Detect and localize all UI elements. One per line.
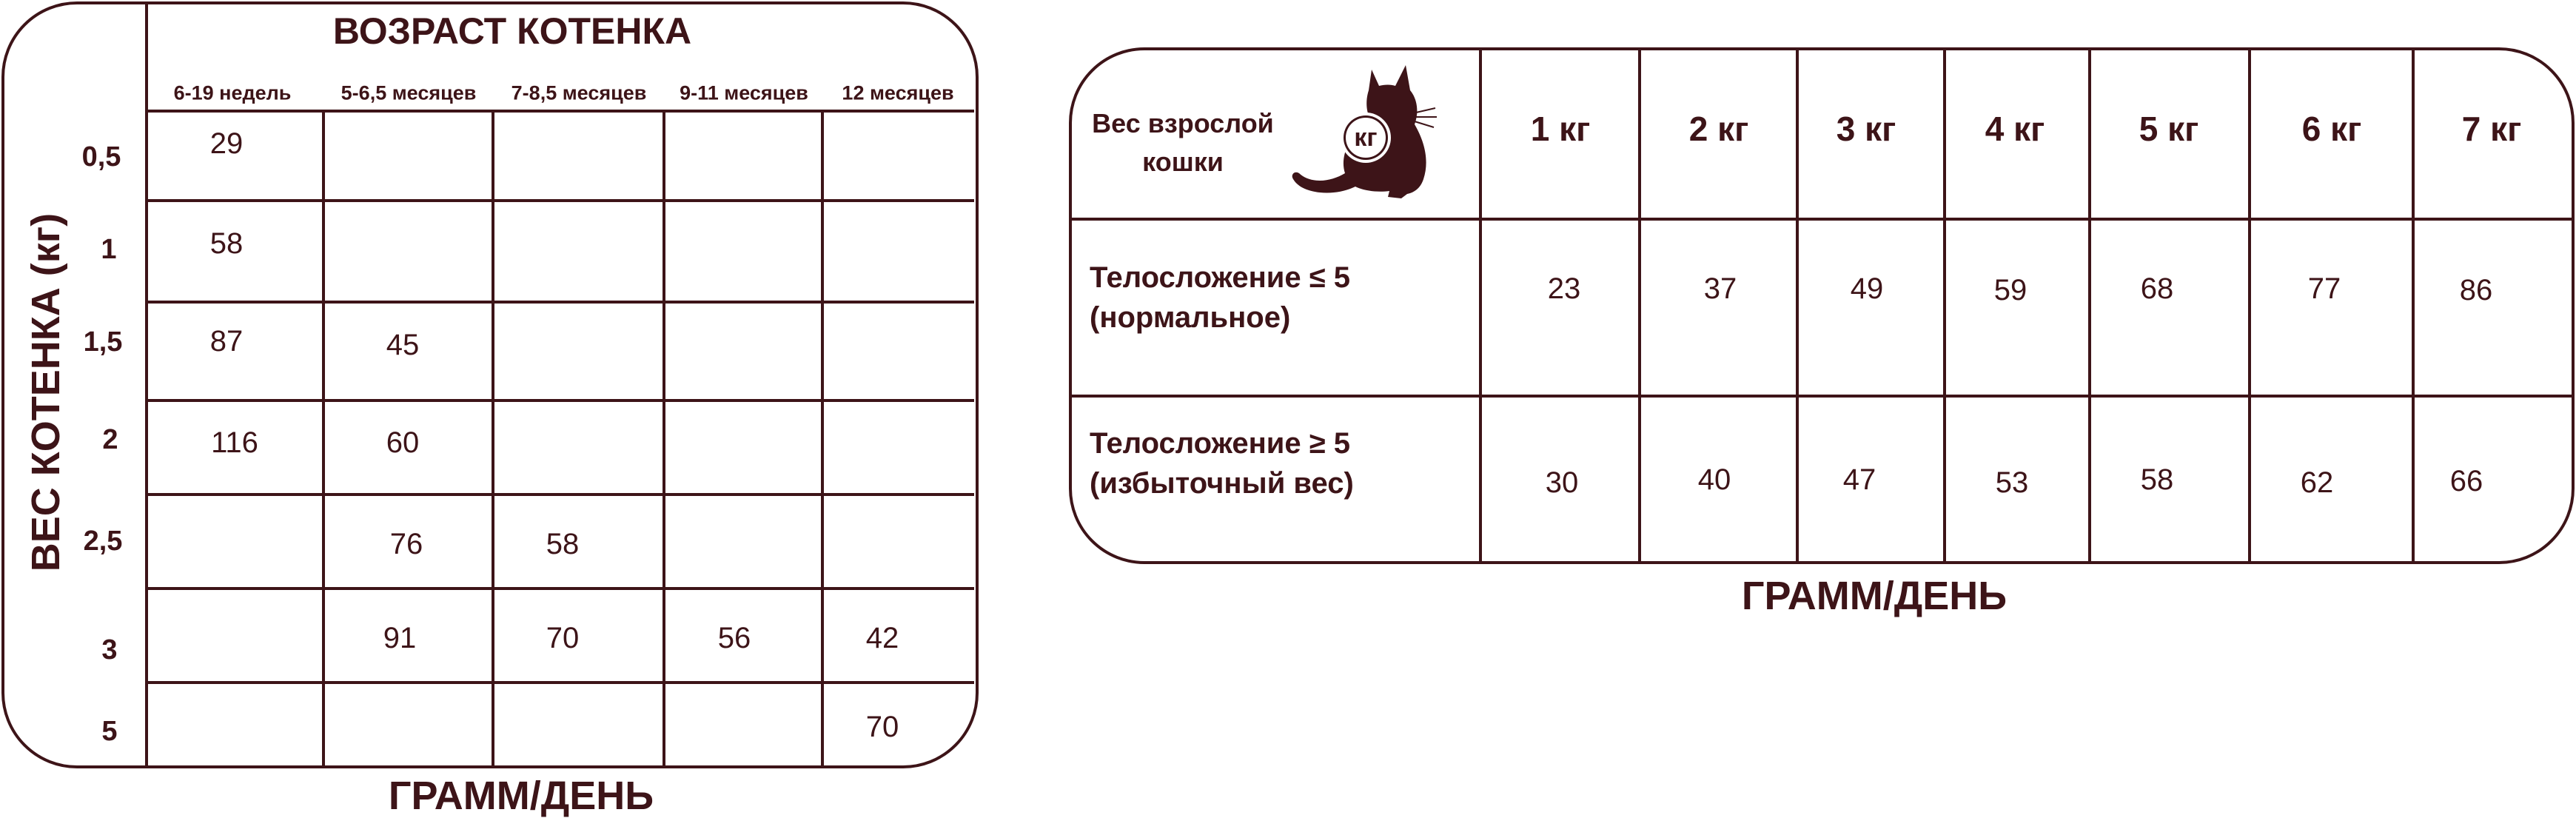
kitten-cell: 45 xyxy=(386,329,420,361)
kitten-row-weight: 2,5 xyxy=(83,526,123,557)
kitten-table-footer: ГРАММ/ДЕНЬ xyxy=(388,774,654,818)
adult-col-header: 1 кг xyxy=(1530,110,1591,148)
kitten-row-weight: 1,5 xyxy=(83,326,123,358)
kitten-cell: 70 xyxy=(546,622,580,654)
adult-col-header: 7 кг xyxy=(2461,110,2522,148)
adult-table-footer: ГРАММ/ДЕНЬ xyxy=(1741,574,2008,618)
kitten-cell: 58 xyxy=(209,227,244,260)
kitten-table-border xyxy=(1,1,979,768)
adult-cell: 62 xyxy=(2300,466,2334,499)
adult-col-header: 3 кг xyxy=(1836,110,1896,148)
kitten-table-title: ВОЗРАСТ КОТЕНКА xyxy=(332,10,692,52)
adult-cell: 59 xyxy=(1993,274,2027,306)
kitten-cell: 58 xyxy=(546,528,580,560)
kitten-col-header: 7-8,5 месяцев xyxy=(511,81,647,104)
adult-cell: 49 xyxy=(1850,272,1884,305)
adult-table-border xyxy=(1069,47,2575,564)
kitten-cell: 116 xyxy=(211,426,258,459)
adult-cell: 77 xyxy=(2307,272,2341,305)
adult-cell: 30 xyxy=(1545,466,1579,499)
kitten-cell: 87 xyxy=(209,325,244,358)
adult-row-label: Телосложение ≥ 5 (избыточный вес) xyxy=(1090,427,1354,500)
kitten-col-header: 12 месяцев xyxy=(842,81,954,104)
adult-cell: 47 xyxy=(1842,463,1876,496)
kg-badge-label: кг xyxy=(1354,124,1378,152)
kitten-col-header: 6-19 недель xyxy=(173,81,292,104)
adult-cell: 58 xyxy=(2140,463,2174,496)
adult-row-label: Телосложение ≤ 5 (нормальное) xyxy=(1090,261,1351,334)
kitten-cell: 42 xyxy=(865,622,899,654)
adult-col-header: 4 кг xyxy=(1985,110,2045,148)
adult-cell: 86 xyxy=(2459,274,2493,306)
adult-col-header: 2 кг xyxy=(1688,110,1749,148)
adult-cell: 68 xyxy=(2140,272,2174,305)
adult-cell: 40 xyxy=(1697,463,1731,496)
kitten-cell: 29 xyxy=(209,127,244,160)
adult-cell: 37 xyxy=(1703,272,1737,305)
kitten-row-weight: 3 xyxy=(101,634,118,666)
kitten-row-weight: 5 xyxy=(101,716,118,747)
kitten-row-weight: 2 xyxy=(102,424,118,455)
kitten-cell: 56 xyxy=(717,622,751,654)
kitten-row-weight: 1 xyxy=(101,234,117,265)
adult-weight-header-label: Вес взрослой кошки xyxy=(1092,107,1274,177)
adult-col-header: 6 кг xyxy=(2301,110,2362,148)
cat-silhouette-icon xyxy=(1292,65,1437,198)
kitten-cell: 91 xyxy=(383,622,417,654)
kitten-col-header: 9-11 месяцев xyxy=(680,81,808,104)
kitten-row-weight: 0,5 xyxy=(81,141,121,172)
kitten-cell: 76 xyxy=(389,528,423,560)
adult-cell: 23 xyxy=(1547,272,1581,305)
adult-cell: 53 xyxy=(1995,466,2029,499)
kitten-cell: 70 xyxy=(865,711,899,743)
kitten-weight-axis-label: ВЕС КОТЕНКА (кг) xyxy=(24,212,68,572)
kitten-cell: 60 xyxy=(386,426,420,459)
adult-cell: 66 xyxy=(2449,465,2483,497)
adult-col-header: 5 кг xyxy=(2139,110,2199,148)
kitten-col-header: 5-6,5 месяцев xyxy=(341,81,477,104)
